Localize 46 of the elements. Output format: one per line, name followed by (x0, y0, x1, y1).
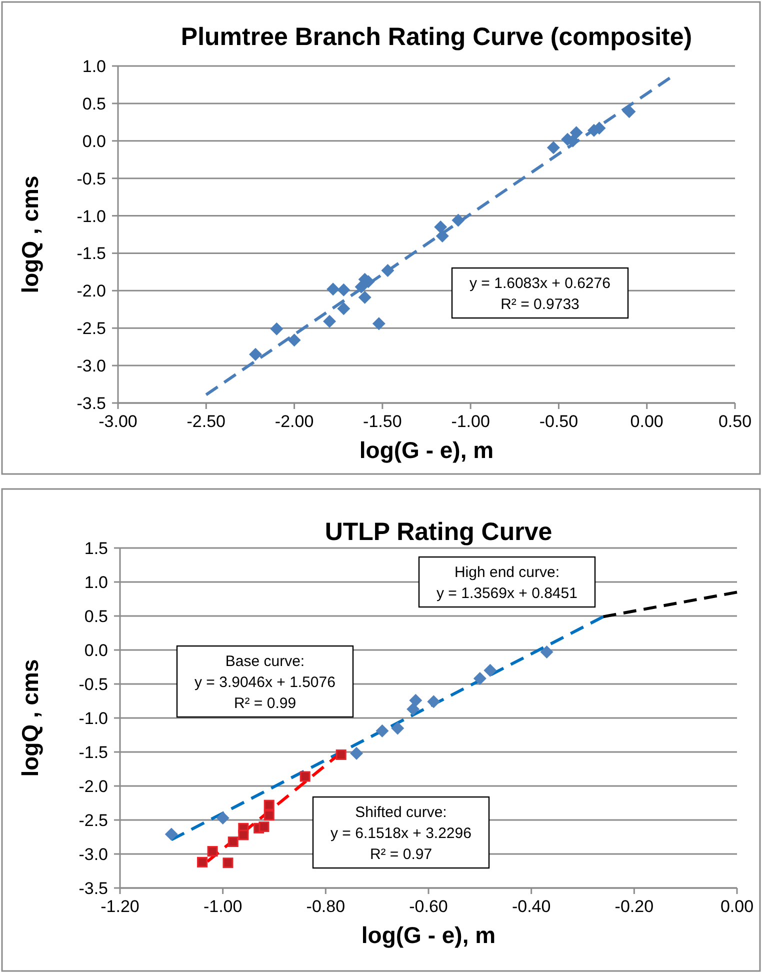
x-tick-label: 0.00 (720, 897, 754, 916)
x-tick-label: -0.40 (512, 897, 551, 916)
y-tick-label: 0.5 (82, 94, 106, 114)
y-tick-label: -0.5 (76, 169, 106, 188)
y-tick-label: 1.0 (82, 57, 106, 76)
y-tick-label: 1.0 (84, 573, 108, 592)
x-tick-label: -1.00 (203, 897, 242, 916)
y-tick-label: 0.0 (84, 641, 108, 660)
y-tick-label: -1.0 (78, 709, 108, 728)
y-tick-label: -2.0 (78, 777, 108, 796)
y-tick-label: -2.0 (76, 282, 106, 301)
y-tick-label: -2.5 (76, 319, 106, 338)
y-tick-label: 0.5 (84, 607, 108, 626)
y-axis-title: logQ , cms (17, 176, 43, 294)
x-axis-title: log(G - e), m (359, 437, 494, 463)
x-tick-label: -1.20 (100, 897, 140, 916)
y-tick-label: -3.0 (78, 845, 108, 864)
y-tick-label: -1.5 (76, 244, 106, 264)
y-tick-label: -1.5 (78, 743, 108, 762)
y-tick-label: -2.5 (78, 811, 108, 830)
x-tick-label: -0.20 (614, 897, 654, 916)
x-tick-label: -0.60 (409, 897, 448, 916)
annotation: Shifted curve: y = 6.1518x + 3.2296 R² = 0.97 (330, 804, 472, 863)
y-tick-label: -1.0 (76, 206, 106, 226)
x-tick-label: -2.50 (186, 412, 226, 431)
y-tick-label: -3.5 (76, 394, 106, 413)
x-tick-label: -0.50 (539, 412, 578, 431)
chart-title: UTLP Rating Curve (324, 518, 552, 546)
annotation: High end curve: y = 1.3569x + 0.8451 (436, 564, 578, 602)
x-tick-label: 0.50 (718, 412, 752, 431)
x-tick-label: 0.00 (630, 412, 664, 431)
y-tick-label: -0.5 (78, 675, 108, 694)
y-axis-title: logQ , cms (17, 659, 43, 777)
y-tick-label: -3.5 (78, 879, 108, 898)
annotation: Base curve: y = 3.9046x + 1.5076 R² = 0.99 (194, 653, 336, 712)
x-tick-label: -3.00 (98, 412, 138, 431)
chart-title: Plumtree Branch Rating Curve (composite) (180, 23, 692, 51)
x-tick-label: -2.00 (274, 412, 314, 431)
annotation: y = 1.6083x + 0.6276 R² = 0.9733 (470, 275, 610, 313)
y-tick-label: 0.0 (82, 132, 106, 151)
y-tick-label: 1.5 (84, 539, 108, 558)
x-tick-label: -1.50 (363, 412, 402, 431)
x-axis-title: log(G - e), m (361, 922, 496, 948)
x-tick-label: -1.00 (451, 412, 490, 431)
y-tick-label: -3.0 (76, 356, 106, 376)
x-tick-label: -0.80 (306, 897, 346, 916)
